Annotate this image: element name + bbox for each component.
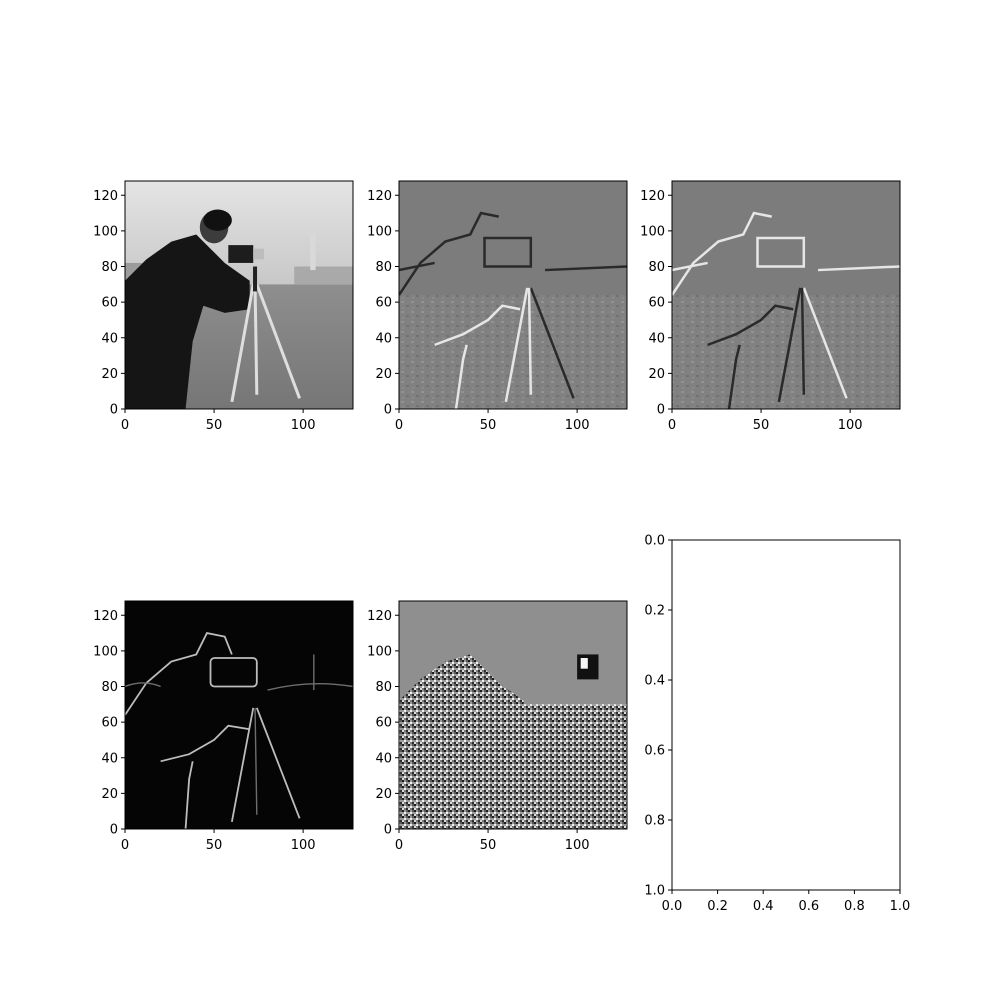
y-tick-label: 0 — [110, 403, 118, 418]
subplot-gradient-y: 0 50 100 0 20 40 60 80 100 120 — [640, 181, 900, 433]
y-tick-label: 80 — [101, 260, 118, 275]
y-tick-label: 120 — [640, 189, 665, 204]
image-gradient-x — [399, 181, 627, 409]
y-tick-label: 20 — [101, 367, 118, 382]
y-tick-label: 20 — [648, 367, 665, 382]
x-tick-label: 100 — [291, 838, 316, 853]
y-tick-label: 100 — [367, 644, 392, 659]
y-tick-label: 60 — [375, 716, 392, 731]
y-tick-label: 20 — [375, 787, 392, 802]
x-tick-label: 0.8 — [844, 899, 865, 914]
y-tick-label: 120 — [367, 189, 392, 204]
y-tick-label: 0.6 — [644, 744, 665, 759]
y-tick-label: 100 — [93, 224, 118, 239]
y-tick-label: 0 — [384, 823, 392, 838]
x-tick-label: 100 — [291, 418, 316, 433]
x-tick-label: 0.2 — [707, 899, 728, 914]
x-tick-label: 0 — [395, 838, 403, 853]
y-tick-label: 60 — [648, 296, 665, 311]
image-gradient-y — [672, 181, 900, 409]
y-tick-label: 1.0 — [644, 884, 665, 899]
y-tick-label: 80 — [101, 680, 118, 695]
image-gradient-magnitude — [125, 601, 353, 829]
x-tick-label: 0.0 — [662, 899, 683, 914]
y-tick-label: 60 — [101, 296, 118, 311]
subplot-gradient-magnitude: 0 50 100 0 20 40 60 80 100 120 — [93, 601, 353, 853]
y-tick-label: 100 — [640, 224, 665, 239]
y-tick-label: 0.4 — [644, 674, 665, 689]
image-original — [125, 181, 353, 409]
x-tick-label: 0 — [668, 418, 676, 433]
x-tick-label: 100 — [565, 838, 590, 853]
x-tick-label: 0 — [121, 418, 129, 433]
subplot-empty: 0.0 0.2 0.4 0.6 0.8 1.00.00.20.40.60.81.0 — [644, 534, 910, 915]
y-tick-label: 40 — [648, 331, 665, 346]
x-tick-label: 50 — [480, 418, 497, 433]
y-tick-label: 40 — [375, 751, 392, 766]
y-tick-label: 100 — [93, 644, 118, 659]
y-tick-label: 0 — [110, 823, 118, 838]
y-tick-label: 80 — [375, 680, 392, 695]
y-tick-label: 100 — [367, 224, 392, 239]
y-tick-label: 0.0 — [644, 534, 665, 549]
y-tick-label: 120 — [93, 609, 118, 624]
image-gradient-direction — [399, 601, 627, 829]
y-tick-label: 120 — [367, 609, 392, 624]
y-tick-label: 20 — [375, 367, 392, 382]
x-tick-label: 0 — [121, 838, 129, 853]
x-tick-label: 50 — [206, 418, 223, 433]
subplot-gradient-x: 0 50 100 0 20 40 60 80 100 120 — [367, 181, 627, 433]
y-tick-label: 0 — [657, 403, 665, 418]
y-tick-label: 60 — [375, 296, 392, 311]
subplot-gradient-direction: 0 50 100 0 20 40 60 80 100 120 — [367, 601, 627, 853]
y-tick-label: 80 — [648, 260, 665, 275]
x-tick-label: 50 — [753, 418, 770, 433]
y-tick-label: 20 — [101, 787, 118, 802]
y-tick-label: 80 — [375, 260, 392, 275]
y-tick-label: 40 — [375, 331, 392, 346]
y-tick-label: 60 — [101, 716, 118, 731]
y-tick-label: 0.2 — [644, 604, 665, 619]
x-tick-label: 1.0 — [890, 899, 911, 914]
y-tick-label: 0.8 — [644, 814, 665, 829]
x-tick-label: 50 — [480, 838, 497, 853]
y-tick-label: 0 — [384, 403, 392, 418]
y-tick-label: 40 — [101, 331, 118, 346]
x-tick-label: 0.6 — [798, 899, 819, 914]
x-tick-label: 50 — [206, 838, 223, 853]
x-tick-label: 100 — [838, 418, 863, 433]
image-empty — [672, 540, 900, 890]
subplot-original: 0 50 100 0 20 40 60 80 100 120 — [93, 181, 353, 433]
x-tick-label: 0.4 — [753, 899, 774, 914]
y-tick-label: 120 — [93, 189, 118, 204]
y-tick-label: 40 — [101, 751, 118, 766]
x-tick-label: 0 — [395, 418, 403, 433]
x-tick-label: 100 — [565, 418, 590, 433]
